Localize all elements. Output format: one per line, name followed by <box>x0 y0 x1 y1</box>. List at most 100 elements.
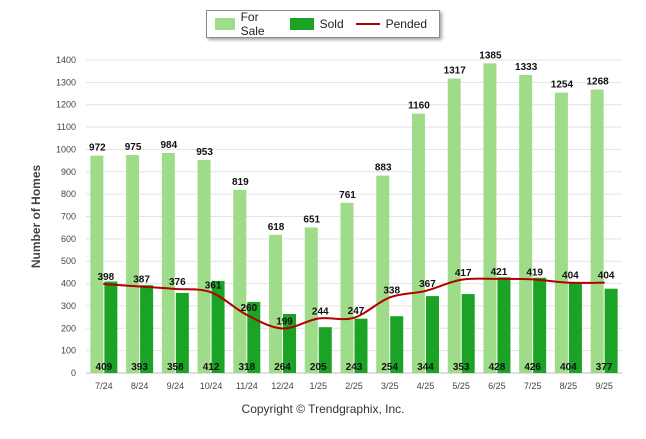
y-tick-label: 600 <box>61 234 76 244</box>
bar-for-sale <box>90 155 104 373</box>
x-tick-label: 7/25 <box>524 381 542 391</box>
legend: For Sale Sold Pended <box>206 10 440 38</box>
legend-item-for-sale: For Sale <box>215 10 278 38</box>
data-label-sold: 412 <box>203 362 220 373</box>
data-label-for-sale: 953 <box>196 147 213 158</box>
bar-for-sale <box>411 113 425 374</box>
data-label-pended: 404 <box>598 271 615 282</box>
y-tick-label: 1200 <box>56 100 76 110</box>
y-tick-label: 1100 <box>57 122 76 132</box>
x-tick-label: 4/25 <box>417 381 435 391</box>
bar-sold <box>211 280 225 373</box>
data-label-sold: 205 <box>310 362 327 373</box>
bar-for-sale <box>554 92 568 374</box>
bar-for-sale <box>519 74 533 374</box>
x-tick-label: 5/25 <box>452 381 470 391</box>
legend-line-pended <box>355 23 380 25</box>
data-label-sold: 409 <box>96 362 113 373</box>
bar-for-sale <box>269 234 283 373</box>
x-tick-label: 3/25 <box>381 381 399 391</box>
x-tick-label: 8/25 <box>560 381 578 391</box>
y-tick-label: 700 <box>61 212 76 222</box>
y-tick-label: 1400 <box>56 55 76 65</box>
data-label-sold: 358 <box>167 362 184 373</box>
x-tick-label: 9/24 <box>167 381 185 391</box>
data-label-pended: 247 <box>348 306 365 317</box>
data-label-pended: 404 <box>562 271 579 282</box>
pended-point <box>496 278 498 280</box>
data-label-for-sale: 1385 <box>479 50 502 61</box>
data-label-sold: 404 <box>560 362 577 373</box>
bar-for-sale <box>126 155 140 373</box>
pended-point <box>174 288 177 290</box>
legend-label-sold: Sold <box>319 17 344 31</box>
data-label-sold: 344 <box>417 362 434 373</box>
bar-sold <box>568 282 582 373</box>
data-label-for-sale: 618 <box>268 222 285 233</box>
pended-point <box>281 327 284 330</box>
bar-sold <box>425 296 439 373</box>
pended-point <box>603 281 605 284</box>
y-tick-label: 200 <box>61 323 76 333</box>
bar-for-sale <box>304 227 318 373</box>
pended-point <box>210 291 212 294</box>
bar-for-sale <box>376 175 390 373</box>
bar-sold <box>604 288 618 373</box>
x-tick-label: 6/25 <box>488 381 506 391</box>
data-label-pended: 260 <box>240 303 257 314</box>
data-label-sold: 393 <box>131 362 148 373</box>
pended-point <box>424 290 427 292</box>
data-label-sold: 318 <box>238 362 255 373</box>
data-label-for-sale: 984 <box>160 140 177 151</box>
data-label-pended: 244 <box>312 306 329 317</box>
x-tick-label: 8/24 <box>131 381 149 391</box>
data-label-sold: 377 <box>596 362 613 373</box>
pended-point <box>567 281 570 284</box>
pended-point <box>460 278 463 281</box>
data-label-sold: 264 <box>274 362 291 373</box>
bar-for-sale <box>340 202 354 373</box>
y-tick-label: 300 <box>61 301 76 311</box>
bar-sold <box>497 277 511 373</box>
legend-swatch-for-sale <box>215 18 235 30</box>
data-label-pended: 361 <box>205 280 222 291</box>
pended-point <box>103 283 105 285</box>
y-tick-label: 1300 <box>56 77 76 87</box>
y-tick-label: 100 <box>61 346 76 356</box>
pended-point <box>353 316 355 319</box>
data-label-for-sale: 651 <box>303 214 320 225</box>
data-label-for-sale: 1317 <box>444 66 467 77</box>
y-tick-label: 400 <box>61 279 76 289</box>
x-tick-label: 10/24 <box>200 381 223 391</box>
data-label-pended: 421 <box>491 267 508 278</box>
bar-sold <box>140 285 154 373</box>
bar-sold <box>318 327 332 373</box>
data-label-for-sale: 975 <box>125 142 142 153</box>
bar-sold <box>354 318 368 373</box>
bar-sold <box>533 277 547 373</box>
bar-for-sale <box>590 89 604 374</box>
data-label-sold: 426 <box>524 362 541 373</box>
legend-label-pended: Pended <box>385 17 427 31</box>
y-axis-title: Number of Homes <box>29 165 43 269</box>
y-tick-label: 0 <box>71 368 76 378</box>
y-tick-label: 900 <box>61 167 76 177</box>
x-tick-label: 1/25 <box>310 381 328 391</box>
data-label-pended: 387 <box>133 274 150 285</box>
data-label-for-sale: 819 <box>232 177 249 188</box>
y-tick-label: 500 <box>61 256 76 266</box>
bar-for-sale <box>161 153 175 373</box>
data-label-for-sale: 1160 <box>408 101 430 112</box>
x-tick-label: 7/24 <box>95 381 113 391</box>
pended-point <box>388 296 391 299</box>
pended-point <box>317 317 320 320</box>
bar-sold <box>175 292 189 373</box>
data-label-sold: 353 <box>453 362 470 373</box>
data-label-pended: 367 <box>419 279 436 290</box>
data-label-pended: 417 <box>455 268 472 279</box>
data-label-for-sale: 761 <box>339 190 356 201</box>
bar-sold <box>461 294 475 373</box>
bar-for-sale <box>447 78 461 373</box>
